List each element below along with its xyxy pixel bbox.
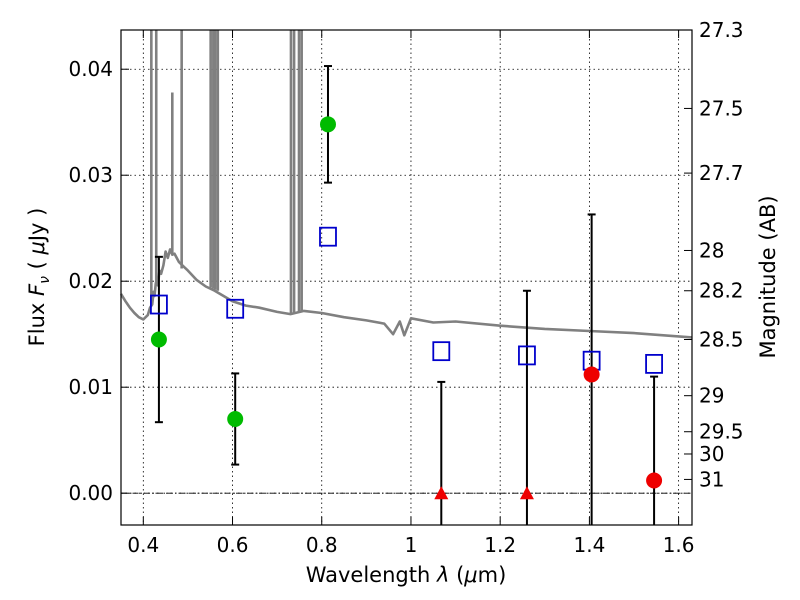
photometry-point: [150, 331, 167, 348]
model-photometry-square: [645, 353, 663, 374]
grid-layer: [121, 30, 692, 525]
mag-tick-label: 28.2: [699, 279, 744, 303]
mag-tick-label: 29: [699, 384, 724, 408]
x-tick-label: 1: [405, 533, 418, 557]
model-photometry-square: [150, 294, 168, 315]
y-tick-label: 0.03: [68, 163, 113, 187]
mag-tick-label: 27.7: [699, 161, 744, 185]
photometry-point: [646, 472, 663, 489]
x-tick-label: 0.6: [217, 533, 249, 557]
y-tick-label: 0.04: [68, 57, 113, 81]
model-photometry-square: [319, 226, 337, 247]
model-photometry-square: [518, 345, 536, 366]
upper-limit-triangle: [519, 486, 534, 500]
model-photometry-square: [226, 298, 245, 319]
mag-tick-label: 31: [699, 467, 724, 491]
plot-frame: [120, 29, 693, 526]
x-axis-label: Wavelength λ (μm): [306, 563, 507, 587]
secondary-y-axis-label: Magnitude (AB): [756, 195, 780, 358]
x-tick-label: 1.6: [663, 533, 695, 557]
mag-tick-label: 28: [699, 238, 724, 262]
y-tick-label: 0.02: [68, 269, 113, 293]
marker-layer: [150, 116, 663, 500]
mag-tick-label: 28.5: [699, 328, 744, 352]
model-sed-curve: [119, 248, 693, 339]
errorbar-layer: [154, 65, 659, 525]
model-photometry-square: [432, 341, 451, 362]
mag-tick-label: 27.3: [699, 18, 744, 42]
x-tick-label: 0.8: [306, 533, 338, 557]
x-tick-label: 1.4: [573, 533, 605, 557]
y-tick-label: 0.00: [68, 481, 113, 505]
mag-tick-label: 27.5: [699, 96, 744, 120]
x-tick-label: 0.4: [127, 533, 159, 557]
x-tick-label: 1.2: [484, 533, 516, 557]
model-sed-layer: [119, 30, 693, 339]
mag-tick-label: 30: [699, 442, 724, 466]
photometry-point: [319, 116, 336, 133]
mag-tick-label: 29.5: [699, 420, 744, 444]
photometry-point: [583, 366, 600, 383]
y-axis-label: Flux Fν ( μJy ): [25, 208, 53, 347]
photometry-point: [227, 411, 244, 428]
tick-layer: 0.4 0.6 0.8 1 1.2 1.4 1.6 0.00 0.01 0.02 0.03 0.04 2…: [68, 18, 743, 557]
upper-limit-triangle: [434, 486, 449, 500]
y-tick-label: 0.01: [68, 375, 113, 399]
